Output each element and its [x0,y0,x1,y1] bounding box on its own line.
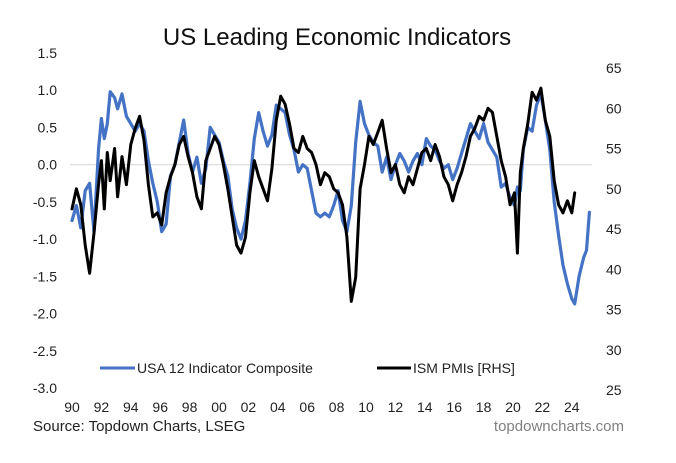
x-tick-label: 90 [64,399,80,415]
legend-item-composite: USA 12 Indicator Composite [100,360,313,376]
legend-item-ism: ISM PMIs [RHS] [377,360,515,376]
y2-tick-label: 50 [606,181,622,197]
y-tick-label: -0.5 [33,194,57,210]
x-tick-label: 98 [182,399,198,415]
x-tick-label: 10 [358,399,374,415]
y-tick-label: 0.0 [38,157,58,173]
x-tick-label: 12 [388,399,404,415]
legend-label-ism: ISM PMIs [RHS] [413,360,515,376]
y2-tick-label: 55 [606,141,622,157]
legend-label-composite: USA 12 Indicator Composite [137,360,313,376]
x-tick-label: 00 [211,399,227,415]
x-tick-label: 92 [94,399,110,415]
y-axis-right: 65 60 55 50 45 40 35 30 25 [606,60,622,398]
y-tick-label: 1.0 [38,82,58,98]
y-tick-label: 1.5 [38,45,58,61]
x-tick-label: 96 [152,399,168,415]
y2-tick-label: 25 [606,382,622,398]
y2-tick-label: 30 [606,342,622,358]
x-tick-label: 08 [329,399,345,415]
x-tick-label: 18 [476,399,492,415]
y2-tick-label: 35 [606,302,622,318]
y-tick-label: -3.0 [33,380,57,396]
y-tick-label: -1.5 [33,268,57,284]
x-tick-label: 22 [535,399,551,415]
x-tick-label: 16 [446,399,462,415]
y-tick-label: 0.5 [38,119,58,135]
series-layer [70,86,592,306]
x-tick-label: 06 [299,399,315,415]
x-tick-label: 20 [505,399,521,415]
chart-title: US Leading Economic Indicators [163,24,511,51]
series-line-ism [70,86,577,303]
x-tick-label: 02 [241,399,257,415]
x-tick-label: 94 [123,399,139,415]
y2-tick-label: 60 [606,100,622,116]
x-tick-label: 24 [564,399,580,415]
site-watermark: topdowncharts.com [493,418,624,435]
x-tick-label: 14 [417,399,433,415]
y-tick-label: -2.0 [33,306,57,322]
y2-tick-label: 40 [606,261,622,277]
y-tick-label: -2.5 [33,343,57,359]
x-tick-label: 04 [270,399,286,415]
x-axis: 90 92 94 96 98 00 02 04 06 08 10 12 14 16 18 20 22 24 [64,399,580,415]
y-axis-left: 1.5 1.0 0.5 0.0 -0.5 -1.0 -1.5 -2.0 -2.5 -3.0 [33,45,57,396]
y-tick-label: -1.0 [33,231,57,247]
source-note: Source: Topdown Charts, LSEG [33,418,246,435]
y2-tick-label: 45 [606,221,622,237]
y2-tick-label: 65 [606,60,622,76]
legend: USA 12 Indicator Composite ISM PMIs [RHS… [100,360,515,376]
